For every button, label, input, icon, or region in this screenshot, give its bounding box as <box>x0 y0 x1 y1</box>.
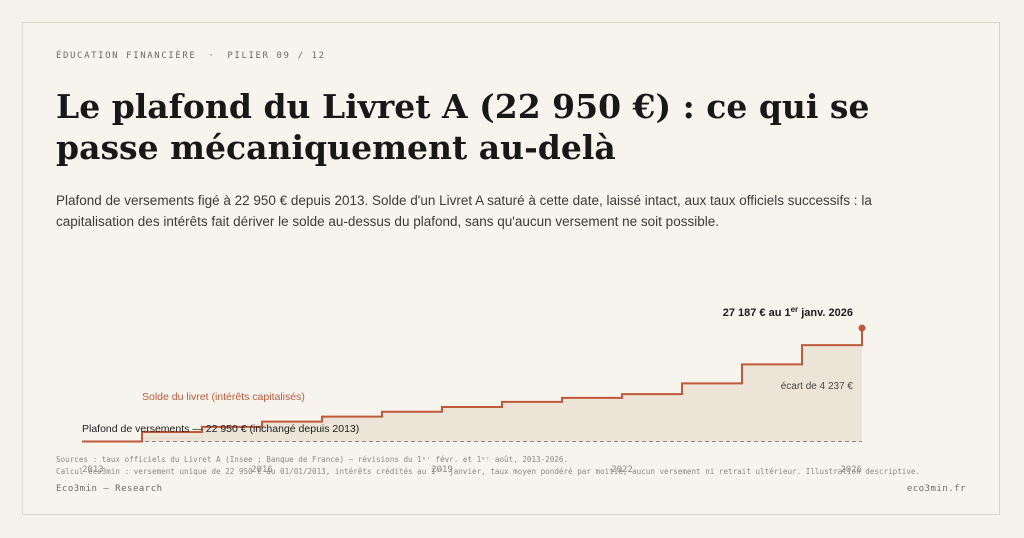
sources-line-1: Sources : taux officiels du Livret A (In… <box>56 455 569 464</box>
kicker-pillar: PILIER 09 / 12 <box>227 51 326 61</box>
series-label: Solde du livret (intérêts capitalisés) <box>142 391 305 403</box>
gap-area <box>82 328 862 442</box>
x-tick-label: 2022 <box>611 465 633 475</box>
x-tick-label: 2026 <box>840 465 862 475</box>
kicker-section: ÉDUCATION FINANCIÈRE <box>56 51 197 61</box>
x-tick-label: 2013 <box>82 465 104 475</box>
x-tick-labels: 2013 2016 2019 2022 2026 <box>82 465 862 475</box>
footer-brand: Eco3min — Research <box>56 484 163 494</box>
gap-label: écart de 4 237 € <box>781 381 854 392</box>
sources-note: Sources : taux officiels du Livret A (In… <box>56 454 920 478</box>
end-point-marker <box>858 324 866 332</box>
sources-line-2: Calcul eco3min : versement unique de 22 … <box>56 467 921 476</box>
x-tick-label: 2019 <box>431 465 453 475</box>
footer-link[interactable]: eco3min.fr <box>906 484 966 494</box>
end-value-main: 27 187 € au 1 <box>723 307 791 319</box>
x-tick-label: 2016 <box>251 465 273 475</box>
end-value-sup: er <box>791 305 799 314</box>
balance-line <box>82 328 863 443</box>
ceiling-label: Plafond de versements — 22 950 € (inchan… <box>82 423 359 435</box>
end-value-label: 27 187 € au 1er janv. 2026 <box>723 305 853 319</box>
page-title: Le plafond du Livret A (22 950 €) : ce q… <box>56 87 870 167</box>
page-subtitle: Plafond de versements figé à 22 950 € de… <box>56 193 872 229</box>
end-value-rest: janv. 2026 <box>798 307 853 319</box>
kicker-separator: · <box>208 51 216 61</box>
kicker: ÉDUCATION FINANCIÈRE · PILIER 09 / 12 <box>56 51 326 61</box>
